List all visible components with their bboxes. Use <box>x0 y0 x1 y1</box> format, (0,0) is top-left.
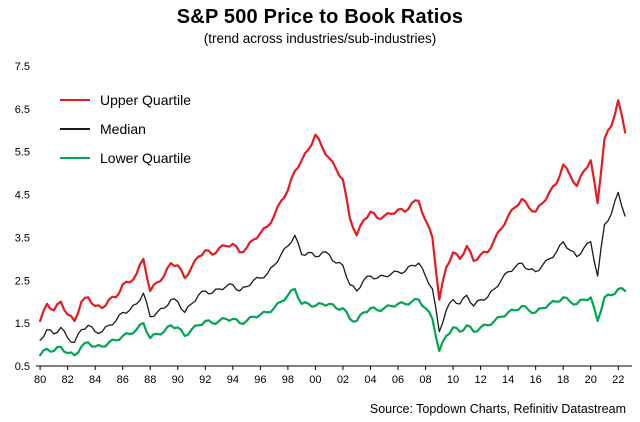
svg-text:96: 96 <box>254 374 266 386</box>
svg-text:7.5: 7.5 <box>15 61 30 73</box>
svg-text:02: 02 <box>337 374 349 386</box>
svg-text:88: 88 <box>144 374 156 386</box>
svg-text:94: 94 <box>227 374 239 386</box>
page-subtitle: (trend across industries/sub-industries) <box>203 31 437 46</box>
legend: Upper Quartile Median Lower Quartile <box>60 92 191 166</box>
svg-text:22: 22 <box>612 374 624 386</box>
lower-quartile-line-swatch-icon <box>60 157 90 159</box>
upper-quartile-line-swatch-icon <box>60 99 90 101</box>
svg-text:0.5: 0.5 <box>15 361 30 373</box>
legend-label-lower-quartile: Lower Quartile <box>100 150 192 166</box>
chart-area: 80 82 84 86 88 90 92 94 96 98 00 02 04 06 08 10 12 14 16 18… <box>0 58 640 394</box>
svg-text:86: 86 <box>117 374 129 386</box>
svg-text:08: 08 <box>419 374 431 386</box>
svg-text:6.5: 6.5 <box>15 104 30 116</box>
legend-label-upper-quartile: Upper Quartile <box>100 92 192 108</box>
svg-text:92: 92 <box>199 374 211 386</box>
svg-text:10: 10 <box>447 374 459 386</box>
legend-item-lower-quartile: Lower Quartile <box>60 150 191 166</box>
source-text: Source: Topdown Charts, Refinitiv Datast… <box>369 402 626 416</box>
svg-text:2.5: 2.5 <box>15 275 30 287</box>
page-title: S&P 500 Price to Book Ratios <box>176 6 464 28</box>
svg-text:04: 04 <box>364 374 376 386</box>
median-line-swatch-icon <box>60 128 90 130</box>
svg-text:16: 16 <box>530 374 542 386</box>
svg-text:06: 06 <box>392 374 404 386</box>
svg-text:00: 00 <box>309 374 321 386</box>
chart-svg: 80 82 84 86 88 90 92 94 96 98 00 02 04 06 08 10 12 14 16 18… <box>15 61 632 386</box>
svg-text:4.5: 4.5 <box>15 190 30 202</box>
svg-text:84: 84 <box>89 374 101 386</box>
svg-text:82: 82 <box>62 374 74 386</box>
svg-text:18: 18 <box>557 374 569 386</box>
legend-item-upper-quartile: Upper Quartile <box>60 92 191 108</box>
svg-text:20: 20 <box>585 374 597 386</box>
svg-text:90: 90 <box>172 374 184 386</box>
legend-label-median: Median <box>100 121 146 137</box>
svg-text:3.5: 3.5 <box>15 232 30 244</box>
svg-text:5.5: 5.5 <box>15 147 30 159</box>
svg-text:1.5: 1.5 <box>15 318 30 330</box>
chart-page: S&P 500 Price to Book Ratios (trend acro… <box>0 6 640 422</box>
legend-item-median: Median <box>60 121 191 137</box>
svg-text:14: 14 <box>502 374 514 386</box>
svg-text:12: 12 <box>474 374 486 386</box>
svg-text:80: 80 <box>34 374 46 386</box>
svg-text:98: 98 <box>282 374 294 386</box>
